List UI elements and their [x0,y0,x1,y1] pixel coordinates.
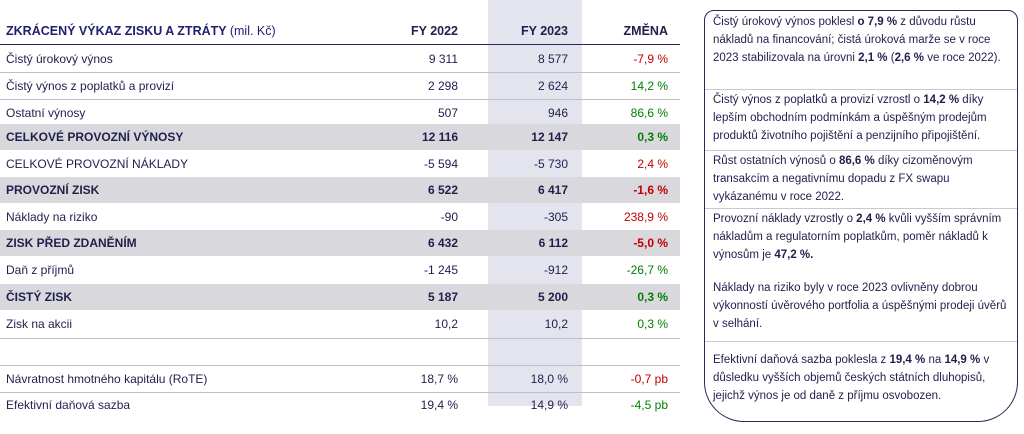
cell-fy2023: 12 147 [531,130,568,144]
row-label: Čistý výnos z poplatků a provizí [6,79,175,93]
cell-fy2022: -5 594 [423,157,458,171]
row-label: Efektivní daňová sazba [6,398,131,412]
row-label: CELKOVÉ PROVOZNÍ NÁKLADY [6,157,189,171]
table-row: Zisk na akcii 10,2 10,2 0,3 % [0,311,680,337]
row-label: Návratnost hmotného kapitálu (RoTE) [6,372,208,386]
commentary-box: Čistý úrokový výnos poklesl o 7,9 % z dů… [704,10,1018,422]
cell-fy2023: 6 417 [537,183,568,197]
note-divider [705,150,1017,151]
note-other-income: Růst ostatních výnosů o 86,6 % díky cizo… [713,155,973,203]
cell-fy2023: -5 730 [533,157,568,171]
header-divider [0,44,680,45]
row-divider [0,338,680,339]
cell-fy2022: -90 [440,210,458,224]
note-tax-rate: Efektivní daňová sazba poklesla z 19,4 %… [713,354,990,402]
cell-change: -1,6 % [633,183,668,197]
table-row-total: ČISTÝ ZISK 5 187 5 200 0,3 % [0,284,680,310]
table-header: ZKRÁCENÝ VÝKAZ ZISKU A ZTRÁTY (mil. Kč) … [0,18,680,44]
cell-change: 14,2 % [630,79,668,93]
row-label: ZISK PŘED ZDANĚNÍM [6,236,137,250]
cell-fy2022: 10,2 [434,317,458,331]
cell-change: -4,5 pb [630,398,668,412]
table-row-total: CELKOVÉ PROVOZNÍ VÝNOSY 12 116 12 147 0,… [0,124,680,150]
cell-change: 238,9 % [623,210,668,224]
cell-change: -5,0 % [633,236,668,250]
cell-fy2022: 6 432 [427,236,458,250]
cell-change: -7,9 % [633,52,668,66]
row-label: Ostatní výnosy [6,106,86,120]
row-label: Náklady na riziko [6,210,98,224]
cell-fy2023: 6 112 [538,236,568,250]
header-change: ZMĚNA [623,24,668,38]
table-title: ZKRÁCENÝ VÝKAZ ZISKU A ZTRÁTY (mil. Kč) [6,24,276,38]
note-divider [705,208,1017,209]
row-label: PROVOZNÍ ZISK [6,183,100,197]
cell-fy2023: 14,9 % [530,398,568,412]
note-risk-costs: Náklady na riziko byly v roce 2023 ovliv… [713,282,1007,330]
cell-fy2022: 19,4 % [420,398,458,412]
row-divider [0,392,680,393]
cell-fy2022: 9 311 [428,52,458,66]
row-label: Čistý úrokový výnos [6,52,113,66]
table-row: Efektivní daňová sazba 19,4 % 14,9 % -4,… [0,392,680,418]
note-divider [705,341,1017,342]
header-fy2022: FY 2022 [410,24,458,38]
note-divider [705,89,1017,90]
cell-change: 0,3 % [637,317,668,331]
row-label: Daň z příjmů [6,263,75,277]
row-divider [0,72,680,73]
cell-fy2023: 946 [547,106,568,120]
cell-fy2022: 12 116 [421,130,458,144]
row-label: CELKOVÉ PROVOZNÍ VÝNOSY [6,130,184,144]
row-label: Zisk na akcii [6,317,73,331]
table-row: Návratnost hmotného kapitálu (RoTE) 18,7… [0,366,680,392]
cell-fy2022: 5 187 [427,290,458,304]
note-net-interest: Čistý úrokový výnos poklesl o 7,9 % z dů… [713,16,1001,64]
cell-fy2022: 507 [437,106,458,120]
cell-fy2023: -305 [543,210,568,224]
cell-change: -26,7 % [626,263,668,277]
cell-change: 0,3 % [637,130,668,144]
cell-fy2023: 10,2 [544,317,568,331]
cell-change: 0,3 % [637,290,668,304]
note-opex: Provozní náklady vzrostly o 2,4 % kvůli … [713,213,1002,261]
cell-fy2022: -1 245 [423,263,458,277]
row-divider [0,99,680,100]
cell-fy2023: -912 [543,263,568,277]
header-fy2023: FY 2023 [520,24,568,38]
cell-fy2023: 5 200 [537,290,568,304]
cell-fy2023: 2 624 [537,79,568,93]
table-row: Čistý úrokový výnos 9 311 8 577 -7,9 % [0,46,680,72]
table-row: Ostatní výnosy 507 946 86,6 % [0,100,680,126]
cell-change: 86,6 % [630,106,668,120]
row-divider [0,365,680,366]
note-fees: Čistý výnos z poplatků a provizí vzrostl… [713,94,987,142]
cell-fy2022: 6 522 [427,183,458,197]
table-row: Náklady na riziko -90 -305 238,9 % [0,204,680,230]
cell-fy2022: 18,7 % [420,372,458,386]
table-row: Daň z příjmů -1 245 -912 -26,7 % [0,257,680,283]
cell-fy2023: 8 577 [537,52,568,66]
cell-fy2022: 2 298 [427,79,458,93]
table-row-total: PROVOZNÍ ZISK 6 522 6 417 -1,6 % [0,177,680,203]
table-row: CELKOVÉ PROVOZNÍ NÁKLADY -5 594 -5 730 2… [0,151,680,177]
cell-fy2023: 18,0 % [530,372,568,386]
table-row: Čistý výnos z poplatků a provizí 2 298 2… [0,73,680,99]
row-label: ČISTÝ ZISK [6,290,73,304]
cell-change: 2,4 % [637,157,668,171]
cell-change: -0,7 pb [630,372,668,386]
table-row-total: ZISK PŘED ZDANĚNÍM 6 432 6 112 -5,0 % [0,230,680,256]
